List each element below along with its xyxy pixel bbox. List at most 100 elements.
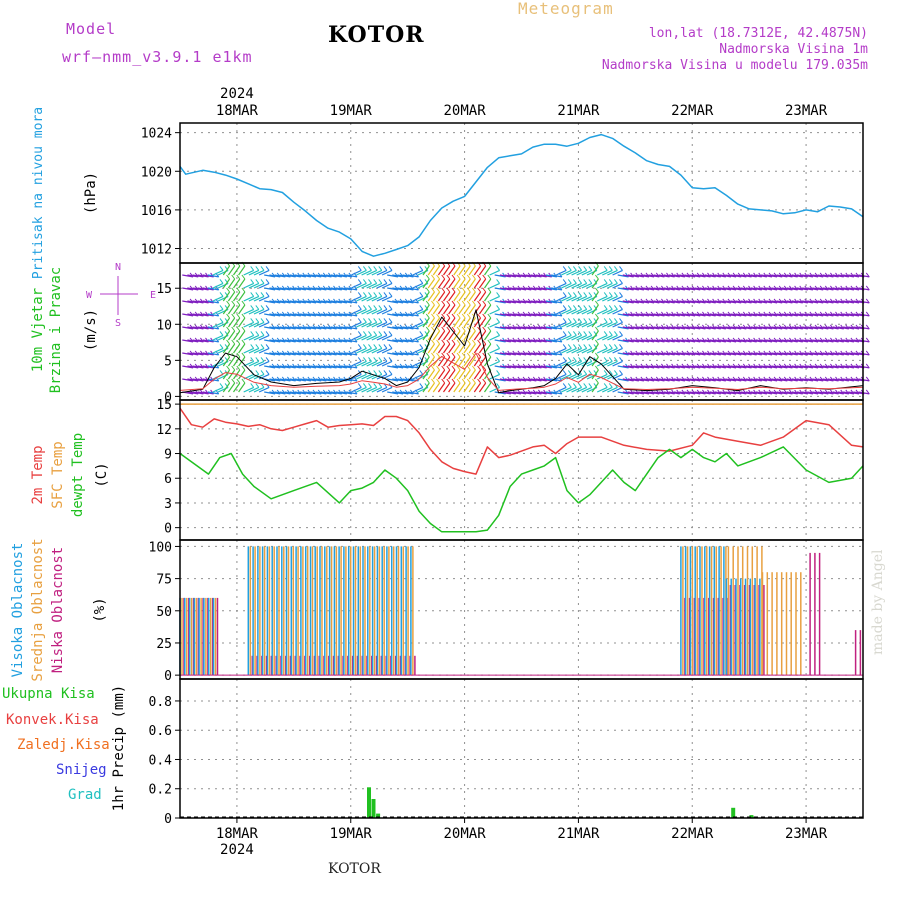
wind-barb — [745, 274, 757, 278]
wind-barb-flag — [436, 300, 441, 306]
wind-barb — [638, 352, 650, 356]
wind-barb — [305, 326, 317, 330]
wind-barb — [494, 300, 506, 304]
wind-barb — [617, 274, 629, 278]
wind-barb — [745, 391, 757, 395]
wind-barb — [427, 369, 435, 380]
wind-barb — [617, 300, 629, 304]
wind-barb — [638, 326, 650, 330]
wind-barb — [346, 313, 358, 317]
wind-barb — [837, 300, 849, 304]
wind-barb — [489, 295, 500, 302]
wind-barb — [284, 378, 296, 382]
wind-barb — [346, 391, 358, 395]
wind-barb — [192, 313, 204, 317]
wind-barb — [515, 300, 527, 304]
wind-barb — [227, 382, 236, 393]
wind-barb — [750, 274, 762, 278]
wind-barb — [258, 386, 270, 393]
wind-barb — [284, 313, 296, 317]
wind-barb — [504, 287, 516, 291]
wind-barb — [561, 386, 572, 393]
wind-barb-flag — [236, 274, 241, 280]
model-name: wrf—nmm_v3.9.1 e1km — [62, 48, 253, 66]
wind-barb-flag — [431, 365, 435, 371]
wind-barb — [755, 313, 767, 317]
wind-barb — [617, 287, 629, 291]
wind-barb — [478, 265, 487, 276]
wind-barb — [222, 304, 231, 315]
wind-barb — [596, 334, 608, 341]
wind-barb — [381, 295, 393, 302]
wind-barb — [509, 300, 522, 304]
wind-barb — [443, 278, 451, 289]
wind-barb — [694, 313, 706, 317]
wind-barb — [796, 287, 808, 291]
wind-barb-flag — [614, 331, 618, 336]
wind-barb — [520, 274, 532, 278]
wind-barb-flag — [236, 287, 241, 293]
wind-barb-flag — [260, 331, 265, 336]
wind-barb — [535, 378, 547, 382]
wind-barb — [427, 343, 435, 354]
wind-barb — [346, 352, 358, 356]
wind-barb — [832, 391, 844, 395]
wind-barb — [397, 391, 409, 395]
wind-barb — [504, 378, 516, 382]
wind-barb — [719, 300, 732, 304]
wind-barb — [432, 369, 441, 380]
wind-barb — [848, 378, 860, 382]
wind-barb-flag — [451, 274, 456, 280]
wind-barb-flag — [368, 279, 372, 284]
wind-barb — [760, 352, 773, 356]
wind-barb — [269, 352, 281, 356]
wind-barb — [627, 352, 639, 356]
wind-barb — [305, 339, 317, 343]
wind-barb — [842, 339, 855, 343]
temp2m-axis-title: 2m Temp — [30, 445, 46, 504]
wind-barb — [566, 295, 577, 302]
wind-barb — [320, 339, 332, 343]
wind-barb — [755, 339, 767, 343]
wind-barb-flag — [368, 318, 372, 323]
wind-barb — [545, 352, 557, 356]
wind-barb — [561, 282, 572, 289]
wind-barb — [525, 339, 537, 343]
wind-barb — [494, 378, 506, 382]
wind-barb — [294, 326, 306, 330]
wind-barb — [299, 352, 312, 356]
wind-barb — [504, 391, 516, 395]
wind-barb-flag — [357, 331, 362, 336]
wind-barb — [612, 295, 623, 302]
wind-barb — [791, 378, 803, 382]
wind-barb — [279, 287, 291, 291]
data-layer — [179, 133, 864, 818]
wind-barb — [473, 278, 482, 289]
lonlat-label: lon,lat (18.7312E, 42.4875N) — [648, 26, 868, 41]
wind-barb — [822, 300, 834, 304]
wind-barb — [540, 378, 552, 382]
wind-barb — [330, 391, 342, 395]
wind-barb — [310, 365, 322, 369]
wind-barb — [617, 391, 629, 395]
wind-barb-flag — [619, 266, 623, 271]
wind-barb-flag — [265, 331, 270, 336]
wind-barb-flag — [471, 378, 476, 384]
wind-barb — [253, 282, 265, 289]
wind-barb — [658, 365, 670, 369]
wind-barb — [545, 365, 557, 369]
wind-barb — [827, 300, 839, 304]
wind-barb — [704, 352, 716, 356]
wind-barb-flag — [451, 326, 456, 332]
wind-barb-flag — [236, 339, 241, 345]
wind-barb-flag — [446, 352, 451, 358]
wind-barb — [755, 300, 767, 304]
wind-barb — [227, 291, 236, 302]
wind-barb — [719, 378, 732, 382]
wind-barb — [679, 339, 691, 343]
wind-barb — [812, 313, 824, 317]
wind-barb — [822, 352, 834, 356]
wind-barb — [735, 378, 747, 382]
compass-s: S — [115, 318, 121, 329]
wind-barb — [227, 265, 236, 276]
